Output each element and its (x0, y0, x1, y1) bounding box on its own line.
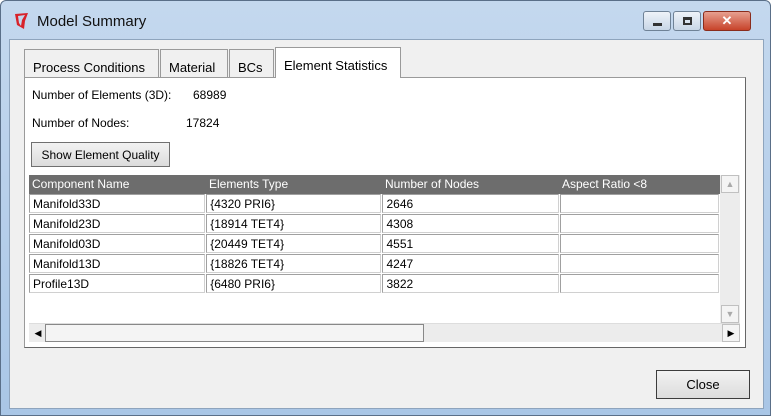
cell: 4551 (382, 234, 559, 253)
nodes-label: Number of Nodes: (32, 116, 130, 130)
column-header[interactable]: Aspect Ratio <8 (562, 177, 648, 191)
cell: Manifold33D (29, 194, 206, 213)
title-bar[interactable]: Model Summary ✕ (1, 1, 770, 39)
cell (559, 234, 720, 253)
cell: 3822 (382, 274, 559, 293)
table-row[interactable]: Manifold03D {20449 TET4} 4551 (29, 234, 720, 254)
tab-bcs[interactable]: BCs (229, 49, 274, 77)
column-header[interactable]: Component Name (32, 177, 130, 191)
column-header[interactable]: Elements Type (209, 177, 289, 191)
table-row[interactable]: Manifold33D {4320 PRI6} 2646 (29, 194, 720, 214)
close-window-button[interactable]: ✕ (703, 11, 751, 31)
cell: Manifold23D (29, 214, 206, 233)
cell: 4308 (382, 214, 559, 233)
column-header[interactable]: Number of Nodes (385, 177, 480, 191)
table-row[interactable]: Manifold13D {18826 TET4} 4247 (29, 254, 720, 274)
cell (559, 214, 720, 233)
maximize-icon (682, 17, 692, 25)
nodes-value: 17824 (186, 116, 220, 130)
cell (559, 274, 720, 293)
vertical-scrollbar[interactable]: ▲ ▼ (720, 175, 740, 323)
cell: Manifold03D (29, 234, 206, 253)
app-logo-icon (15, 13, 28, 29)
scroll-up-button[interactable]: ▲ (721, 175, 739, 193)
scroll-down-button[interactable]: ▼ (721, 305, 739, 323)
cell: {18914 TET4} (206, 214, 382, 233)
close-button[interactable]: Close (656, 370, 750, 399)
cell (559, 194, 720, 213)
horizontal-scrollbar[interactable]: ◀ ▶ (29, 323, 740, 342)
close-icon: ✕ (721, 13, 733, 28)
tab-process-conditions[interactable]: Process Conditions (24, 49, 159, 77)
arrow-right-icon: ▶ (727, 327, 735, 338)
maximize-button[interactable] (673, 11, 701, 31)
cell: 2646 (382, 194, 559, 213)
table-row[interactable]: Profile13D {6480 PRI6} 3822 (29, 274, 720, 294)
tab-material[interactable]: Material (160, 49, 228, 77)
scroll-right-button[interactable]: ▶ (722, 324, 740, 342)
scroll-left-button[interactable]: ◀ (29, 324, 47, 342)
table-header: Component Name Elements Type Number of N… (29, 175, 720, 194)
cell: Manifold13D (29, 254, 206, 273)
cell (559, 254, 720, 273)
arrow-left-icon: ◀ (34, 327, 42, 338)
cell: 4247 (382, 254, 559, 273)
cell: {4320 PRI6} (206, 194, 382, 213)
tab-element-statistics[interactable]: Element Statistics (275, 47, 401, 78)
show-element-quality-button[interactable]: Show Element Quality (31, 142, 170, 167)
window-title: Model Summary (37, 13, 147, 30)
arrow-down-icon: ▼ (725, 309, 735, 319)
cell: {20449 TET4} (206, 234, 382, 253)
cell: {6480 PRI6} (206, 274, 382, 293)
element-table: Component Name Elements Type Number of N… (29, 175, 720, 294)
elements-value: 68989 (193, 88, 227, 102)
cell: {18826 TET4} (206, 254, 382, 273)
elements-label: Number of Elements (3D): (32, 88, 172, 102)
minimize-icon (652, 22, 662, 26)
arrow-up-icon: ▲ (725, 179, 735, 189)
minimize-button[interactable] (643, 11, 671, 31)
horizontal-scroll-thumb[interactable] (45, 324, 424, 342)
cell: Profile13D (29, 274, 206, 293)
table-row[interactable]: Manifold23D {18914 TET4} 4308 (29, 214, 720, 234)
